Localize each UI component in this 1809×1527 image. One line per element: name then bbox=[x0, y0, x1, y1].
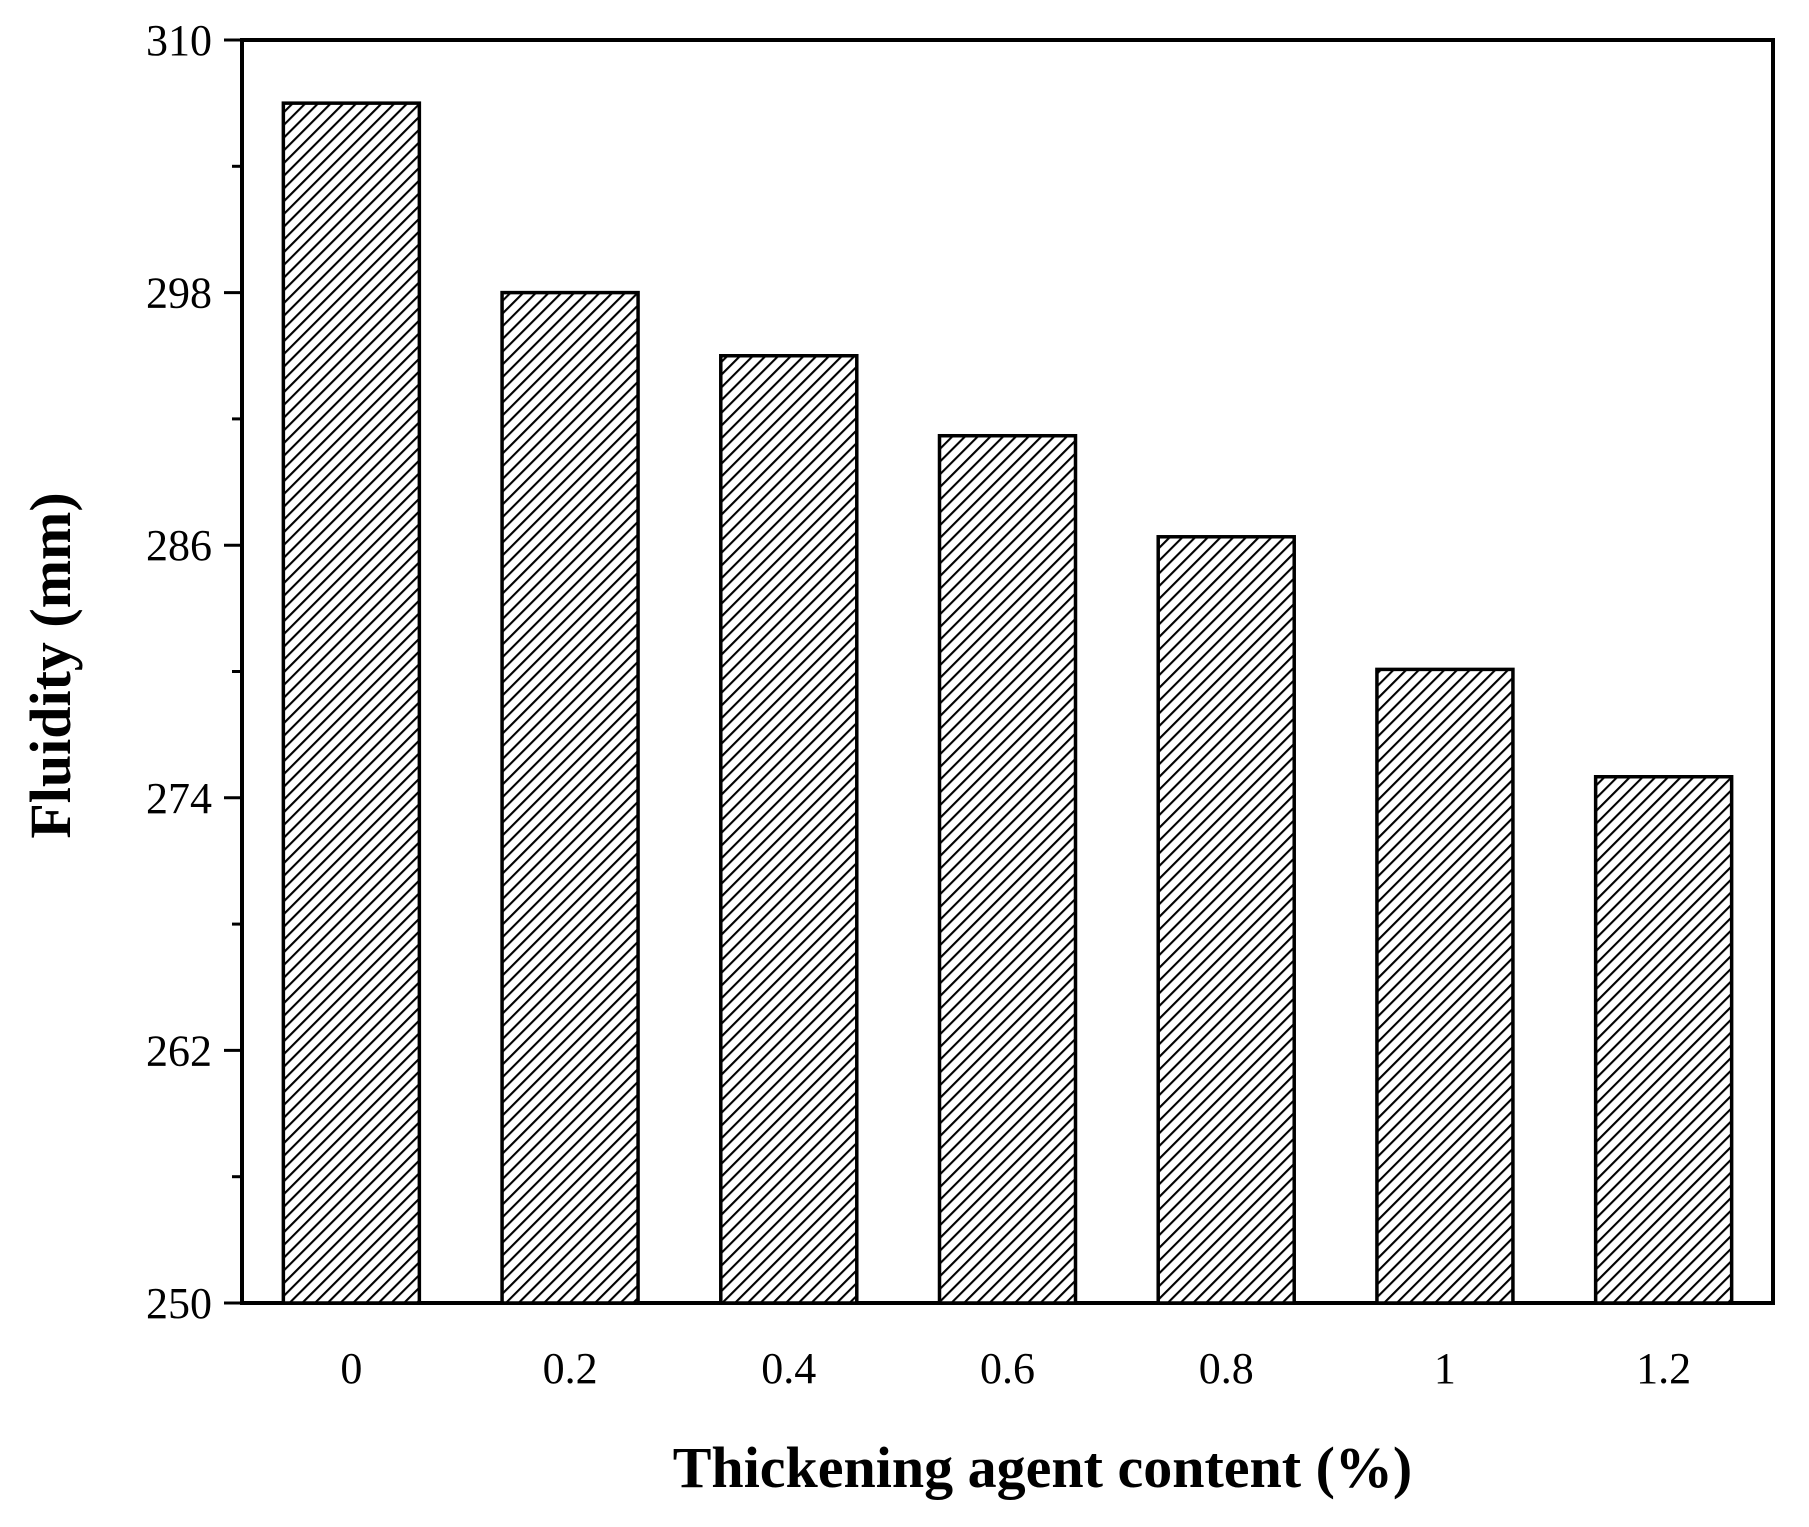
bar-1.2 bbox=[1593, 775, 1734, 1305]
x-tick-label: 0 bbox=[340, 1344, 362, 1393]
bar-0.6 bbox=[937, 433, 1078, 1305]
x-axis-tick-labels: 0 0.2 0.4 0.6 0.8 1 1.2 bbox=[340, 1344, 1691, 1393]
y-tick-label: 286 bbox=[146, 521, 212, 570]
y-tick-label: 262 bbox=[146, 1026, 212, 1075]
bar-0.2 bbox=[500, 290, 640, 1305]
x-tick-label: 0.2 bbox=[543, 1344, 598, 1393]
bar-1 bbox=[1375, 667, 1515, 1305]
x-tick-label: 0.8 bbox=[1199, 1344, 1254, 1393]
y-tick-label: 298 bbox=[146, 269, 212, 318]
x-tick-label: 1.2 bbox=[1636, 1344, 1691, 1393]
x-axis-title: Thickening agent content (%) bbox=[673, 1435, 1413, 1500]
x-tick-label: 1 bbox=[1434, 1344, 1456, 1393]
bars bbox=[281, 101, 1734, 1305]
y-tick-label: 250 bbox=[146, 1279, 212, 1328]
bar-0.4 bbox=[719, 354, 859, 1305]
y-tick-label: 310 bbox=[146, 16, 212, 65]
bar-0.8 bbox=[1156, 535, 1296, 1305]
y-tick-label: 274 bbox=[146, 774, 212, 823]
y-axis-title: Fluidity (mm) bbox=[18, 492, 83, 838]
y-axis-ticks: 250 262 274 286 298 310 bbox=[146, 16, 242, 1328]
bar-0 bbox=[281, 101, 422, 1305]
x-tick-label: 0.4 bbox=[761, 1344, 816, 1393]
x-tick-label: 0.6 bbox=[980, 1344, 1035, 1393]
